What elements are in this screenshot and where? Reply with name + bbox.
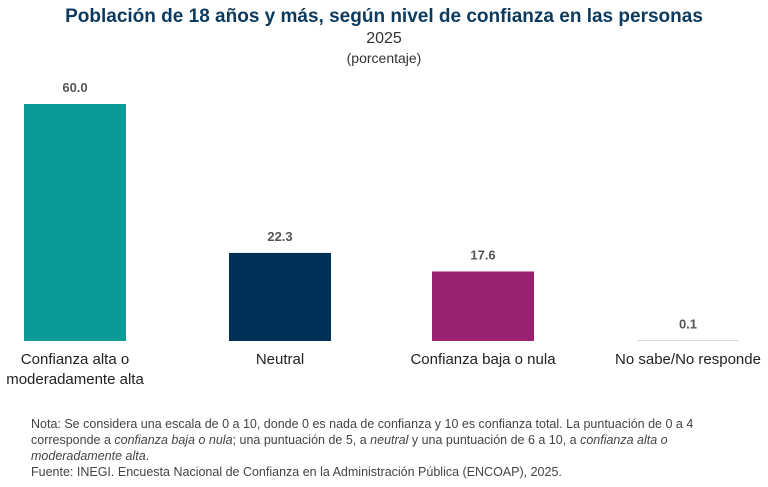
source-org: INEGI (76, 465, 111, 479)
note-text: Nota: Se considera una escala de 0 a 10,… (31, 417, 694, 447)
note-italic: confianza alta o moderadamente alta (31, 433, 668, 463)
note-text: . (145, 449, 150, 463)
note-italic: neutral (370, 433, 409, 447)
bar (432, 271, 534, 341)
category-label: Neutral (256, 351, 304, 368)
note-italic: confianza baja o nula (114, 433, 233, 447)
category-label: No sabe/No responde (615, 351, 761, 368)
bar (229, 252, 331, 341)
data-label: 60.0 (62, 80, 87, 95)
source-text: ), 2025. (519, 465, 562, 479)
unit-label: (porcentaje) (346, 50, 422, 66)
chart-title: Población de 18 años y más, según nivel … (65, 6, 703, 27)
bar-chart: 60.0 Confianza alta o moderadamente alta 22… (6, 80, 761, 388)
data-label: 22.3 (267, 229, 292, 244)
footnote: Nota: Se considera una escala de 0 a 10,… (31, 416, 751, 480)
note-text: y una puntuación de 6 a 10, a (408, 433, 581, 447)
data-label: 17.6 (470, 247, 495, 262)
chart-subtitle: 2025 (366, 30, 402, 47)
source-abbr: ENCOAP (466, 465, 520, 479)
category-label: Confianza baja o nula (410, 351, 556, 368)
bar (24, 104, 126, 341)
data-label: 0.1 (679, 317, 697, 332)
source-text: Fuente: (31, 465, 77, 479)
category-label: Confianza alta o moderadamente alta (6, 351, 144, 388)
note-text: ; una puntuación de 5, a (232, 433, 371, 447)
source-text: . Encuesta Nacional de Confianza en la A… (110, 465, 467, 479)
